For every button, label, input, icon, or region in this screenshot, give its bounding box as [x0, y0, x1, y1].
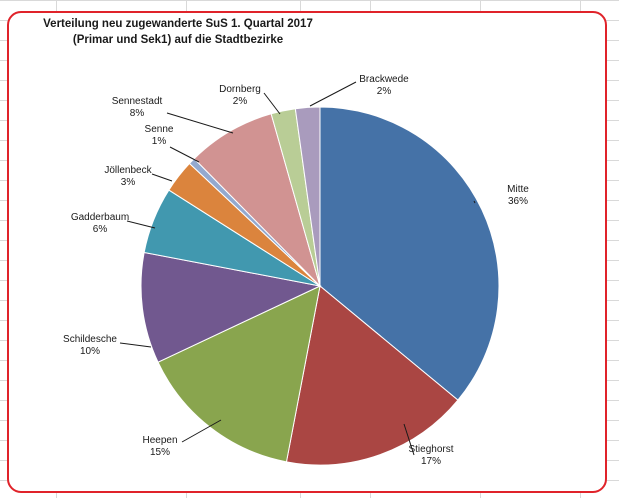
- slice-value-mitte: 36%: [508, 196, 528, 207]
- leader-line-senne: [169, 146, 200, 163]
- slice-value-stieghorst: 17%: [421, 456, 441, 467]
- slice-label-stieghorst: Stieghorst: [408, 444, 453, 455]
- slice-label-j-llenbeck: Jöllenbeck: [104, 165, 152, 176]
- pie-slice-schildesche[interactable]: [140, 251, 322, 363]
- chart-title-line-2: (Primar und Sek1) auf die Stadtbezirke: [72, 34, 284, 46]
- slice-value-schildesche: 10%: [80, 346, 100, 357]
- slice-label-mitte: Mitte: [507, 184, 529, 195]
- pie-slice-sennestadt[interactable]: [193, 113, 321, 287]
- pie-slice-heepen[interactable]: [157, 285, 321, 463]
- leader-line-schildesche: [119, 342, 152, 348]
- slice-value-senne: 1%: [152, 136, 167, 147]
- chart-title-line-1: Verteilung neu zugewanderte SuS 1. Quart…: [43, 18, 313, 30]
- slice-label-dornberg: Dornberg: [219, 84, 261, 95]
- leader-line-brackwede: [309, 81, 357, 107]
- leader-line-stieghorst: [403, 423, 415, 456]
- slice-value-heepen: 15%: [150, 447, 170, 458]
- slice-label-heepen: Heepen: [142, 435, 177, 446]
- pie-slice-stieghorst[interactable]: [285, 285, 459, 466]
- pie-slice-brackwede[interactable]: [294, 106, 321, 287]
- slice-value-j-llenbeck: 3%: [121, 177, 136, 188]
- slice-label-sennestadt: Sennestadt: [112, 96, 163, 107]
- leader-line-dornberg: [263, 92, 281, 115]
- slice-value-brackwede: 2%: [377, 86, 392, 97]
- slice-value-dornberg: 2%: [233, 96, 248, 107]
- slice-label-gadderbaum: Gadderbaum: [71, 212, 129, 223]
- chart-title: Verteilung neu zugewanderte SuS 1. Quart…: [18, 16, 338, 48]
- leader-line-gadderbaum: [126, 220, 156, 229]
- pie-slice-mitte[interactable]: [319, 106, 500, 401]
- leader-line-mitte: [473, 200, 476, 204]
- slice-value-sennestadt: 8%: [130, 108, 145, 119]
- leader-line-j-llenbeck: [151, 173, 173, 182]
- slice-value-gadderbaum: 6%: [93, 224, 108, 235]
- slice-label-brackwede: Brackwede: [359, 74, 409, 85]
- slice-label-senne: Senne: [145, 124, 174, 135]
- slice-label-schildesche: Schildesche: [63, 334, 117, 345]
- leader-line-sennestadt: [166, 112, 234, 134]
- leader-line-heepen: [181, 419, 222, 443]
